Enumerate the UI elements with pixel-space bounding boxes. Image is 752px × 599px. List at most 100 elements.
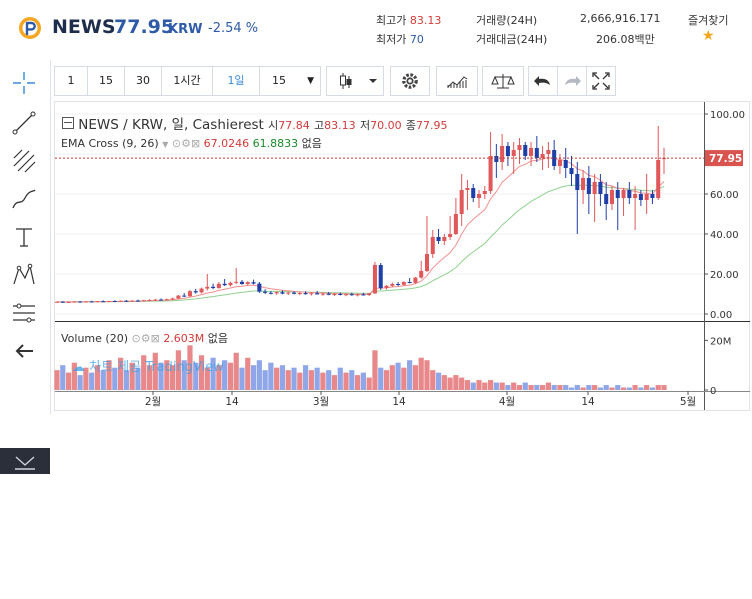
candle [650,190,655,204]
volume-bar [250,365,257,390]
candle [459,174,464,226]
candle-body [83,301,88,303]
volume-bar [551,385,557,390]
price-chart[interactable]: 100.0080.0060.0040.0020.000.0020M077.952… [0,0,752,420]
candle-body [390,284,395,286]
interval-1h-button[interactable]: 1시간 [161,66,213,96]
trendline-tool[interactable] [9,108,39,138]
candle [135,299,140,302]
volume-visibility-icon[interactable]: ⊙ [131,332,141,345]
interval-select[interactable]: 15 ▼ [259,66,321,96]
volume-bar [470,382,476,390]
ema-visibility-icon[interactable]: ⊙ [171,137,182,150]
candle [529,142,534,166]
favorite-star-icon[interactable]: ★ [702,28,715,44]
fib-tool[interactable] [9,146,39,176]
chart-type-select[interactable] [326,66,384,96]
volume-bar [222,360,228,390]
volume-bar [638,387,644,390]
crosshair-tool[interactable] [9,68,39,98]
high-price-stat: 최고가 83.13 [376,12,441,28]
back-tool[interactable] [9,336,39,366]
brush-tool[interactable] [9,184,39,214]
volume-bar [389,365,395,390]
candle [95,301,100,303]
candle [424,216,430,272]
pattern-tool[interactable] [9,260,39,290]
text-tool[interactable] [9,222,39,252]
volume-tick-label: 0 [710,386,716,397]
candle-body [546,150,551,154]
last-price-tag [705,150,743,167]
volume-bar [360,372,366,390]
volume-bar [603,385,609,390]
volume-bar [326,370,332,390]
interval-30m-button[interactable]: 30 [124,66,162,96]
volume-bar [158,362,164,390]
indicators-button[interactable] [436,66,478,96]
ticker-symbol: NEWS [52,16,116,38]
ema-remove-icon[interactable]: ⊠ [190,137,201,150]
volume-remove-icon[interactable]: ⊠ [150,332,160,345]
candle [401,281,406,286]
volume-bar [459,377,465,390]
volume-bar [71,362,77,390]
interval-1d-button[interactable]: 1일 [212,66,260,96]
toolbar-collapse-button[interactable] [0,448,50,474]
volume-bar [655,385,661,390]
candle-body [355,294,360,296]
collapse-box-icon[interactable] [62,117,74,129]
candle [523,142,528,160]
crosshair-icon [13,72,35,94]
candle-body [187,291,192,297]
price-change: -2.54 % [208,21,259,36]
current-price: 77.95 [114,16,175,38]
settings-button[interactable] [390,66,430,96]
open-value: 77.84 [278,119,310,132]
volume-bar [193,362,199,390]
volume-bar [366,377,372,390]
candle-body [245,282,250,284]
candle [303,291,308,295]
chart-area[interactable] [54,101,750,411]
candle [176,295,181,299]
candle [367,293,372,296]
candle-body [378,265,383,288]
candle-body [384,285,389,288]
redo-button[interactable] [557,66,587,96]
candle-body [407,282,412,283]
tradingview-watermark[interactable]: ☁ 차트 제공 TradingView [72,356,224,375]
candle [656,126,661,200]
volume-bar [349,370,355,390]
ema-slow-line [57,184,665,303]
low-price-label: 최저가 [376,33,407,46]
candle-body [609,190,614,204]
volume-bar [106,360,112,390]
candle [442,234,447,245]
volume-bar [94,365,101,390]
candle [199,287,204,294]
candle-body [164,299,169,301]
interval-1m-button[interactable]: 1 [54,66,88,96]
brush-icon [12,189,36,209]
candle-body [459,190,464,214]
compare-button[interactable] [482,66,524,96]
last-price-label: 77.95 [709,153,742,165]
fullscreen-button[interactable] [586,66,616,96]
candle-body [222,283,227,286]
candle-body [424,254,430,271]
candle-body [471,188,476,198]
ema-settings-icon[interactable]: ⚙ [181,137,191,150]
interval-15m-button[interactable]: 15 [87,66,125,96]
candle-body [419,271,424,278]
candle [107,300,112,302]
candle-body [448,234,453,237]
high-label: 고 [314,119,325,132]
volume-settings-icon[interactable]: ⚙ [140,332,151,345]
volume-24h-value: 2,666,916.171 [580,12,661,25]
prediction-tool[interactable] [9,298,39,328]
ema-menu-icon[interactable]: ▼ [162,140,169,149]
candle-body [563,160,568,168]
indicators-icon [447,76,468,88]
candle-body [303,293,308,295]
